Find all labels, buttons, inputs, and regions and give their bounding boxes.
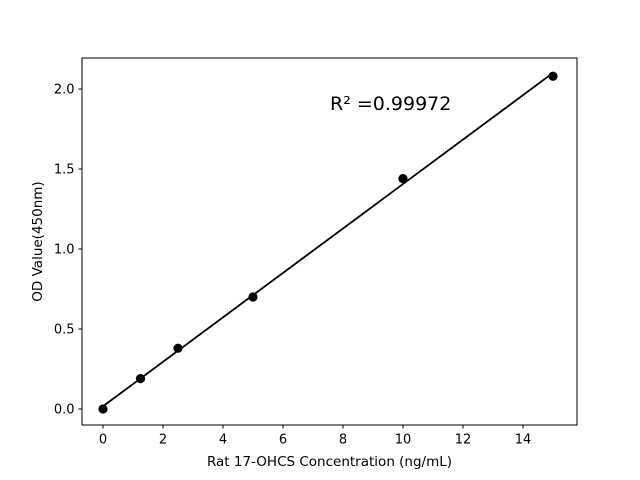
y-axis-label: OD Value(450nm) — [30, 181, 46, 301]
data-point — [135, 374, 146, 384]
x-tick-label: 8 — [339, 433, 347, 448]
x-axis-label: Rat 17-OHCS Concentration (ng/mL) — [207, 454, 452, 470]
tick-marks — [78, 88, 524, 429]
x-tick-label: 6 — [279, 433, 287, 448]
data-point — [398, 174, 408, 184]
y-tick-label: 1.0 — [54, 243, 75, 258]
x-tick-label: 12 — [455, 433, 472, 448]
y-tick-label: 0.5 — [54, 323, 75, 338]
x-tick-label: 2 — [159, 433, 167, 448]
tick-labels: 0 2 4 6 8 10 12 14 0.0 0.5 1.0 1.5 2.0 — [54, 83, 531, 448]
standard-curve-fit-line — [102, 71, 554, 408]
x-tick-label: 10 — [395, 433, 412, 448]
r-squared-annotation: R² =0.99972 — [330, 93, 451, 115]
x-tick-label: 4 — [219, 433, 227, 448]
data-point — [548, 71, 558, 81]
y-tick-label: 1.5 — [54, 163, 75, 178]
line-layer — [102, 71, 554, 408]
plot-area — [81, 57, 578, 426]
data-point — [173, 343, 183, 353]
data-point — [98, 404, 108, 414]
x-tick-label: 0 — [99, 433, 107, 448]
data-point — [248, 292, 258, 302]
x-tick-label: 14 — [515, 433, 532, 448]
point-layer — [98, 71, 558, 414]
y-tick-label: 2.0 — [54, 83, 75, 98]
y-tick-label: 0.0 — [54, 403, 75, 418]
